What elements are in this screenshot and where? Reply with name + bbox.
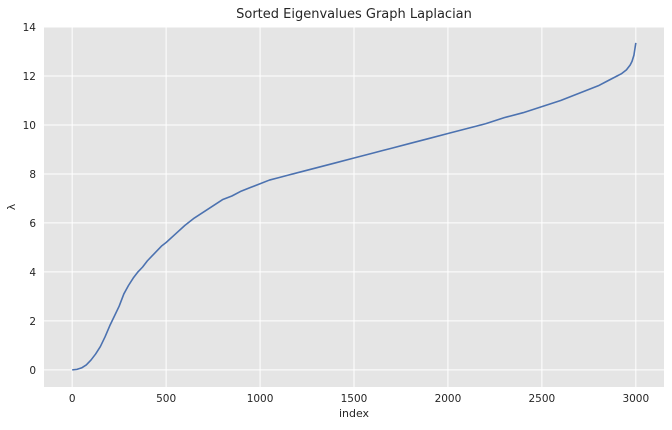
y-tick-label: 14 (23, 22, 37, 34)
grid-lines (44, 26, 664, 387)
x-tick-label: 0 (69, 393, 76, 405)
y-tick-label: 10 (23, 120, 36, 132)
y-tick-label: 0 (29, 365, 36, 377)
y-tick-label: 8 (29, 169, 36, 181)
tick-labels: 0 500 1000 1500 2000 2500 3000 0 2 4 6 8 10 12 14 (23, 22, 650, 405)
x-tick-label: 2000 (435, 393, 462, 405)
x-tick-label: 3000 (622, 393, 649, 405)
x-tick-label: 1500 (341, 393, 368, 405)
x-axis-label: index (339, 407, 370, 420)
y-tick-label: 2 (29, 316, 36, 328)
y-tick-label: 4 (29, 267, 36, 279)
y-tick-label: 12 (23, 71, 36, 83)
series-layer (72, 42, 637, 371)
x-tick-label: 500 (156, 393, 176, 405)
y-tick-label: 6 (29, 218, 36, 230)
y-axis-label: λ (5, 203, 18, 210)
eigenvalue-series-line (72, 42, 637, 371)
chart-title: Sorted Eigenvalues Graph Laplacian (236, 7, 472, 22)
x-tick-label: 2500 (529, 393, 556, 405)
x-tick-label: 1000 (247, 393, 274, 405)
